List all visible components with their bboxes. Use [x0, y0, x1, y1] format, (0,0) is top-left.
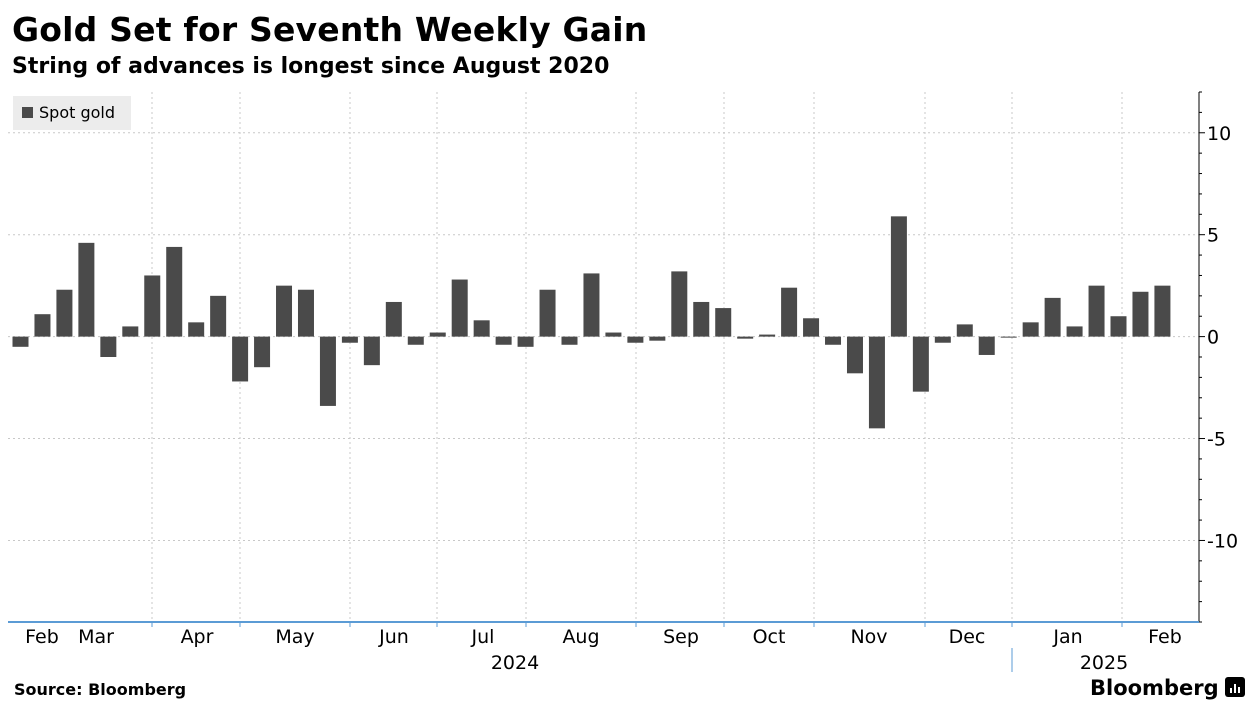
legend-swatch: [22, 107, 33, 118]
x-month-label: Jun: [378, 626, 409, 648]
x-year-label: 2024: [491, 652, 539, 674]
bar: [956, 324, 973, 337]
x-year-label: 2025: [1080, 652, 1128, 674]
bar: [473, 320, 490, 337]
grid-lines: [8, 92, 1199, 622]
bar: [319, 336, 336, 406]
bar: [912, 336, 929, 392]
bloomberg-logo-icon: [1225, 677, 1245, 697]
bar: [715, 308, 732, 337]
x-month-label: Aug: [562, 626, 599, 648]
x-month-label: Feb: [25, 626, 59, 648]
source-note: Source: Bloomberg: [14, 680, 187, 699]
bar: [254, 336, 271, 368]
bar: [868, 336, 885, 429]
y-tick-label: 5: [1207, 225, 1219, 247]
bar: [1110, 316, 1127, 337]
axes: 10 5 0 -5 -10 Feb Mar Apr May Jun Jul Aug Sep Oct Nov D…: [8, 91, 1238, 674]
legend-label: Spot gold: [39, 103, 116, 122]
bar: [1022, 322, 1039, 337]
bar: [1088, 285, 1105, 337]
x-month-label: May: [275, 626, 314, 648]
bar: [517, 336, 534, 347]
bar: [276, 285, 293, 337]
bar: [100, 336, 117, 357]
bar: [671, 271, 688, 337]
bar: [407, 336, 424, 345]
x-month-label: Jul: [471, 626, 495, 648]
x-month-label: Jan: [1052, 626, 1082, 648]
bar: [693, 301, 710, 337]
y-tick-label: -5: [1207, 429, 1226, 451]
bar: [1066, 326, 1083, 337]
bar: [825, 336, 842, 345]
bar: [890, 216, 907, 337]
bar: [210, 295, 227, 337]
bar: [627, 336, 644, 343]
bar: [122, 326, 139, 337]
bar: [495, 336, 512, 345]
bar: [1000, 336, 1017, 338]
bar: [363, 336, 380, 366]
bars: [12, 216, 1171, 429]
bar: [232, 336, 249, 382]
brand-logo-text: Bloomberg: [1090, 676, 1219, 700]
bar: [561, 336, 578, 345]
bar: [1154, 285, 1171, 337]
bar: [341, 336, 358, 343]
bar: [297, 289, 314, 337]
bar: [166, 246, 183, 337]
bar: [737, 336, 754, 339]
bar: [385, 301, 402, 337]
chart-subtitle: String of advances is longest since Augu…: [12, 54, 610, 79]
bar: [34, 314, 51, 337]
bar: [978, 336, 995, 355]
bar: [144, 275, 161, 337]
chart-title: Gold Set for Seventh Weekly Gain: [12, 10, 648, 49]
bar: [188, 322, 205, 337]
x-month-label: Sep: [663, 626, 699, 648]
x-month-label: Apr: [181, 626, 214, 648]
bar: [78, 242, 95, 337]
bar: [934, 336, 951, 343]
y-tick-label: 10: [1207, 123, 1231, 145]
bar: [605, 332, 622, 337]
bar: [803, 318, 820, 337]
x-month-label: Oct: [753, 626, 786, 648]
bar: [429, 332, 446, 337]
bar: [781, 287, 798, 337]
legend: Spot gold: [13, 96, 131, 130]
bar: [451, 279, 468, 337]
y-tick-label: -10: [1207, 530, 1238, 552]
x-month-label: Dec: [949, 626, 986, 648]
bar: [1044, 297, 1061, 337]
bar: [846, 336, 863, 374]
x-month-label: Feb: [1148, 626, 1182, 648]
bar: [759, 334, 776, 337]
bar: [1132, 291, 1149, 337]
x-month-label: Mar: [78, 626, 114, 648]
bar: [649, 336, 666, 341]
bar: [56, 289, 73, 337]
x-month-label: Nov: [850, 626, 887, 648]
bar: [539, 289, 556, 337]
bar: [583, 273, 600, 337]
bar: [12, 336, 29, 347]
y-tick-label: 0: [1207, 327, 1219, 349]
